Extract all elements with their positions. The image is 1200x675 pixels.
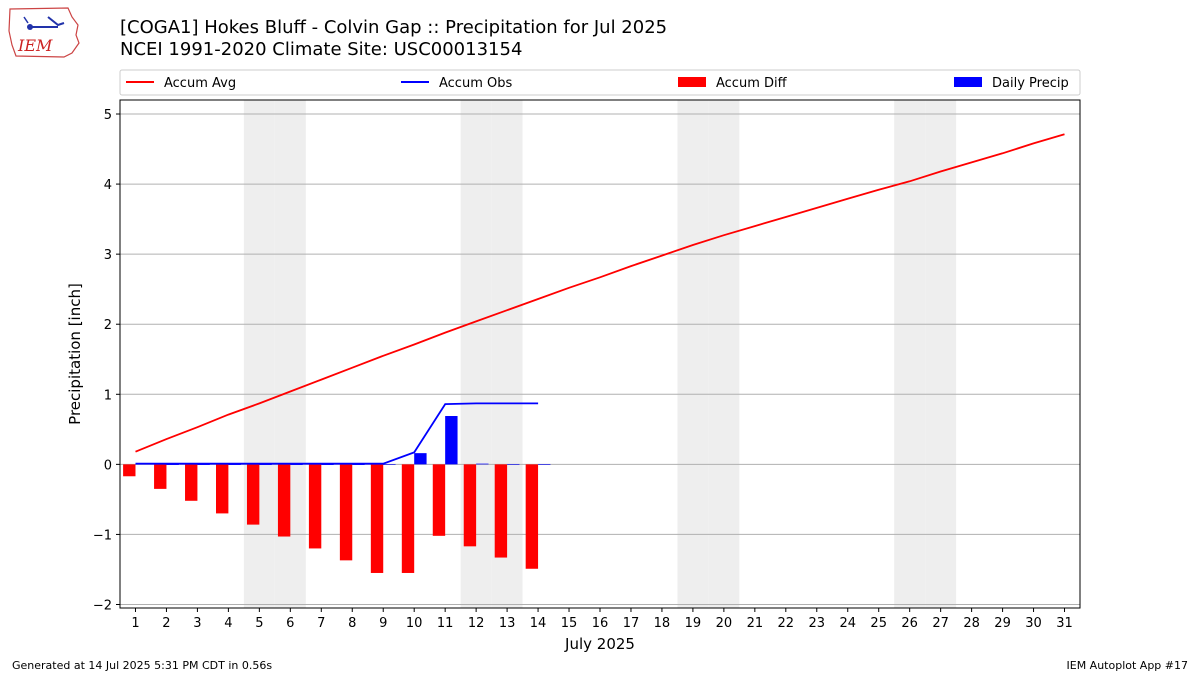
x-tick-label: 30 (1025, 616, 1042, 631)
x-tick-label: 26 (901, 616, 918, 631)
y-tick-label: 0 (104, 458, 112, 473)
logo-text: IEM (17, 36, 53, 55)
legend-bar-swatch (678, 77, 706, 87)
legend-bar-swatch (954, 77, 982, 87)
y-tick-label: −2 (93, 598, 112, 613)
chart-subtitle: NCEI 1991-2020 Climate Site: USC00013154 (120, 39, 523, 60)
accum-avg-line (135, 133, 1065, 453)
chart-title: [COGA1] Hokes Bluff - Colvin Gap :: Prec… (120, 17, 668, 38)
y-axis-ticks: −2 −1 0 1 2 3 4 5 (93, 108, 120, 613)
x-tick-label: 20 (716, 616, 733, 631)
daily-precip-bar (321, 464, 334, 465)
accum-obs-line (135, 402, 539, 465)
lines (135, 133, 1065, 465)
accum-diff-bar (401, 464, 415, 573)
legend-label: Accum Obs (439, 76, 512, 91)
accum-diff-bar (494, 464, 508, 558)
x-tick-label: 7 (317, 616, 325, 631)
x-tick-label: 8 (348, 616, 356, 631)
x-axis-label: July 2025 (564, 635, 635, 653)
y-tick-label: 2 (104, 318, 112, 333)
daily-precip-bar (259, 464, 272, 465)
x-tick-label: 5 (255, 616, 263, 631)
y-tick-label: 5 (104, 108, 112, 123)
accum-diff-bar (154, 464, 167, 489)
x-tick-label: 9 (379, 616, 387, 631)
generated-timestamp: Generated at 14 Jul 2025 5:31 PM CDT in … (12, 659, 273, 672)
daily-precip-bar (507, 464, 520, 465)
x-tick-label: 13 (499, 616, 516, 631)
accum-diff-bar (339, 464, 353, 561)
x-tick-label: 17 (623, 616, 640, 631)
legend: Accum Avg Accum Obs Accum Diff Daily Precip (119, 69, 1081, 96)
legend-label: Daily Precip (992, 76, 1069, 91)
accum-diff-bar (216, 464, 229, 514)
x-tick-label: 22 (778, 616, 795, 631)
bars (123, 416, 551, 573)
x-tick-label: 15 (561, 616, 578, 631)
x-tick-label: 2 (162, 616, 170, 631)
x-tick-label: 31 (1056, 616, 1073, 631)
accum-diff-bar (525, 464, 539, 569)
x-tick-label: 1 (131, 616, 139, 631)
x-tick-label: 14 (530, 616, 547, 631)
x-tick-label: 10 (406, 616, 423, 631)
app-credit: IEM Autoplot App #17 (1066, 659, 1189, 672)
legend-label: Accum Avg (164, 76, 236, 91)
y-tick-label: 4 (104, 178, 112, 193)
y-tick-label: 3 (104, 248, 112, 263)
x-tick-label: 3 (193, 616, 201, 631)
x-tick-label: 23 (809, 616, 826, 631)
iem-logo: IEM (6, 5, 82, 59)
x-tick-label: 16 (592, 616, 609, 631)
x-tick-label: 28 (963, 616, 980, 631)
x-tick-label: 25 (870, 616, 887, 631)
daily-precip-bar (445, 416, 458, 465)
daily-precip-bar (197, 464, 210, 465)
accum-diff-bar (432, 464, 446, 536)
x-tick-label: 18 (654, 616, 671, 631)
grid-lines (120, 113, 1080, 605)
x-tick-label: 27 (932, 616, 949, 631)
weekend-band (894, 100, 926, 608)
x-tick-label: 24 (839, 616, 856, 631)
legend-label: Accum Diff (716, 76, 788, 91)
daily-precip-bar (290, 464, 303, 465)
x-tick-label: 6 (286, 616, 294, 631)
x-tick-label: 21 (747, 616, 764, 631)
accum-diff-bar (277, 464, 291, 537)
daily-precip-bar (166, 464, 179, 465)
y-tick-label: −1 (93, 528, 112, 543)
daily-precip-bar (476, 463, 489, 465)
accum-diff-bar (308, 464, 322, 549)
weekend-band (708, 100, 740, 608)
x-tick-label: 19 (685, 616, 702, 631)
daily-precip-bar (352, 464, 365, 465)
x-tick-label: 11 (437, 616, 454, 631)
x-tick-label: 12 (468, 616, 485, 631)
weekend-band (677, 100, 709, 608)
x-axis-ticks: 1 2 3 4 5 6 7 8 9 10 11 12 13 14 15 16 17 18 19 20 21 22 23 24 2… (131, 608, 1073, 631)
daily-precip-bar (228, 464, 241, 465)
x-tick-label: 4 (224, 616, 232, 631)
weekend-band (925, 100, 957, 608)
accum-diff-bar (463, 464, 477, 547)
accum-diff-bar (123, 464, 136, 477)
accum-diff-bar (246, 464, 260, 525)
daily-precip-bar (538, 464, 551, 465)
daily-precip-bar (383, 464, 396, 465)
accum-diff-bar (185, 464, 198, 501)
y-axis-label: Precipitation [inch] (66, 283, 84, 425)
legend-box (119, 69, 1081, 96)
accum-diff-bar (370, 464, 384, 573)
weekend-band (243, 100, 275, 608)
y-tick-label: 1 (104, 388, 112, 403)
daily-precip-bar (414, 453, 427, 465)
x-tick-label: 29 (994, 616, 1011, 631)
